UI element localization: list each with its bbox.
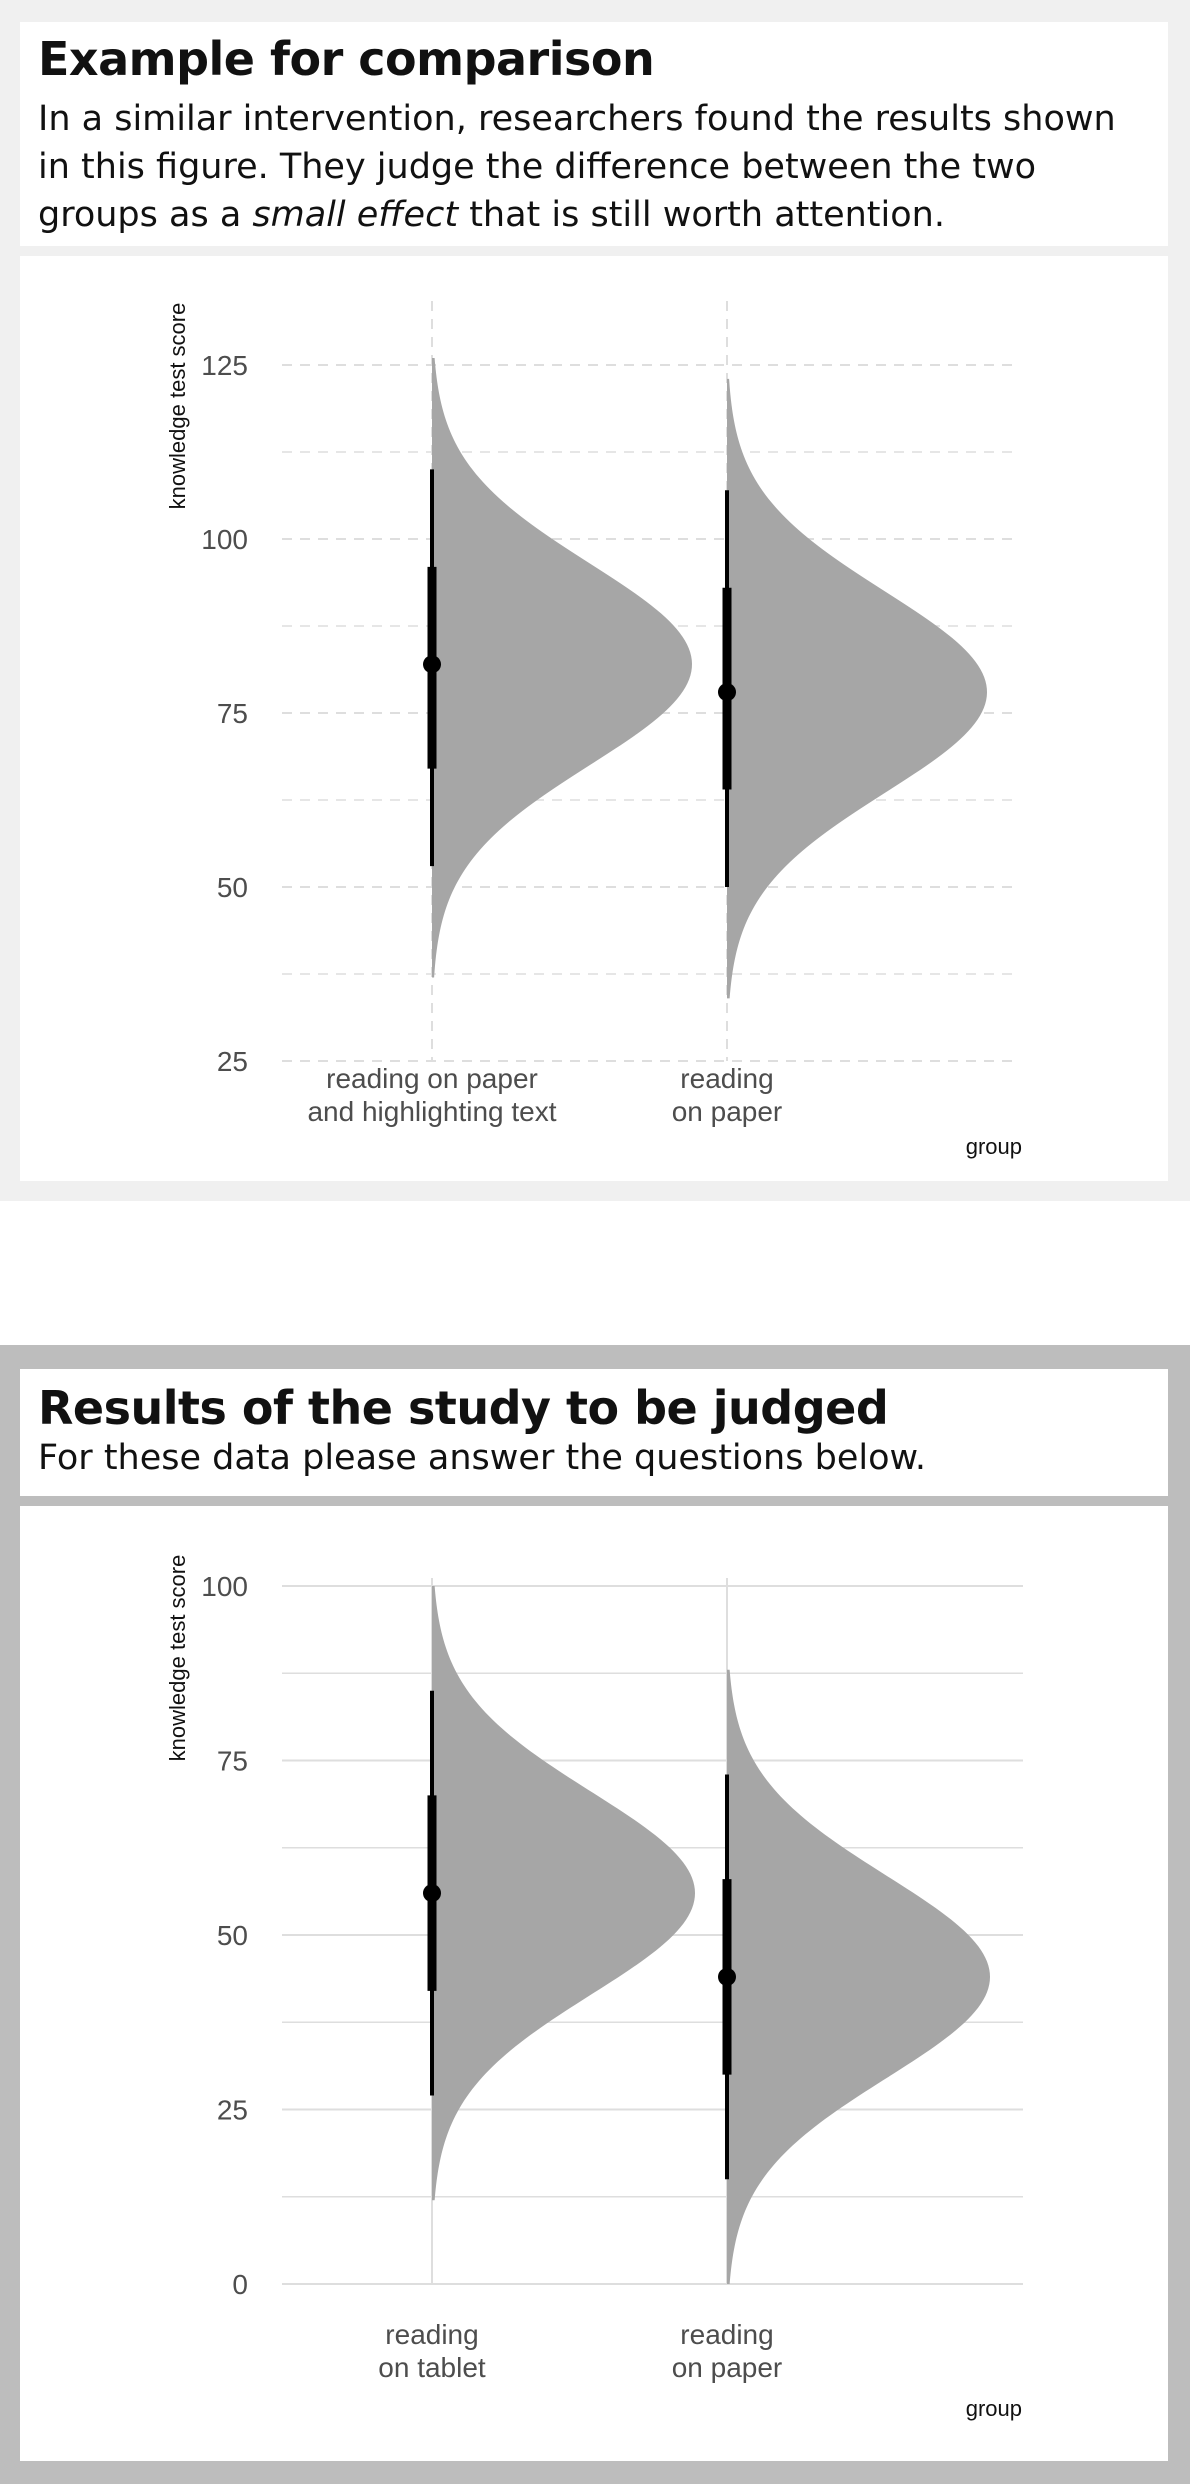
x-category-label: and highlighting text xyxy=(307,1096,556,1127)
violin-half xyxy=(432,1586,695,2201)
violin-half xyxy=(727,378,987,999)
example-description-part2: that is still worth attention. xyxy=(458,195,945,235)
mean-point xyxy=(423,655,441,674)
example-header: Example for comparison In a similar inte… xyxy=(20,22,1168,246)
y-axis-title: knowledge test score xyxy=(165,303,190,510)
study-instruction: For these data please answer the questio… xyxy=(38,1438,927,1478)
x-axis-title: group xyxy=(966,2396,1022,2421)
y-tick-label: 0 xyxy=(232,2269,248,2300)
y-tick-label: 25 xyxy=(217,2095,248,2126)
mean-point xyxy=(718,683,736,702)
example-description-emphasis: small effect xyxy=(252,195,459,235)
x-axis-title: group xyxy=(966,1134,1022,1159)
study-panel: Results of the study to be judged For th… xyxy=(0,1345,1190,2484)
y-tick-label: 50 xyxy=(217,872,248,903)
example-chart-area: 25 50 75 100 125 reading on paper and highligh… xyxy=(20,256,1168,1181)
example-title: Example for comparison xyxy=(38,32,655,86)
y-tick-label: 25 xyxy=(217,1046,248,1077)
x-category-label: reading xyxy=(680,1063,773,1094)
study-title: Results of the study to be judged xyxy=(38,1381,889,1435)
mean-point xyxy=(423,1884,441,1903)
y-tick-label: 50 xyxy=(217,1920,248,1951)
violin-half xyxy=(432,358,692,978)
example-description-part1: In a similar intervention, researchers f… xyxy=(38,99,1116,235)
x-category-label: reading xyxy=(680,2319,773,2350)
y-tick-label: 125 xyxy=(201,350,248,381)
y-tick-label: 100 xyxy=(201,1571,248,1602)
x-category-label: on tablet xyxy=(378,2352,486,2383)
y-tick-label: 75 xyxy=(217,698,248,729)
x-category-label: reading on paper xyxy=(326,1063,538,1094)
x-category-label: on paper xyxy=(672,2352,783,2383)
study-chart-area: 0 25 50 75 100 reading on tablet reading on pape… xyxy=(20,1506,1168,2461)
x-category-label: on paper xyxy=(672,1096,783,1127)
example-panel: Example for comparison In a similar inte… xyxy=(0,0,1190,1201)
mean-point xyxy=(718,1967,736,1986)
x-category-label: reading xyxy=(385,2319,478,2350)
study-header: Results of the study to be judged For th… xyxy=(20,1369,1168,1496)
y-tick-label: 100 xyxy=(201,524,248,555)
y-axis-title: knowledge test score xyxy=(165,1555,190,1762)
violin-half xyxy=(727,1669,990,2284)
example-description: In a similar intervention, researchers f… xyxy=(38,95,1148,239)
y-tick-label: 75 xyxy=(217,1746,248,1777)
